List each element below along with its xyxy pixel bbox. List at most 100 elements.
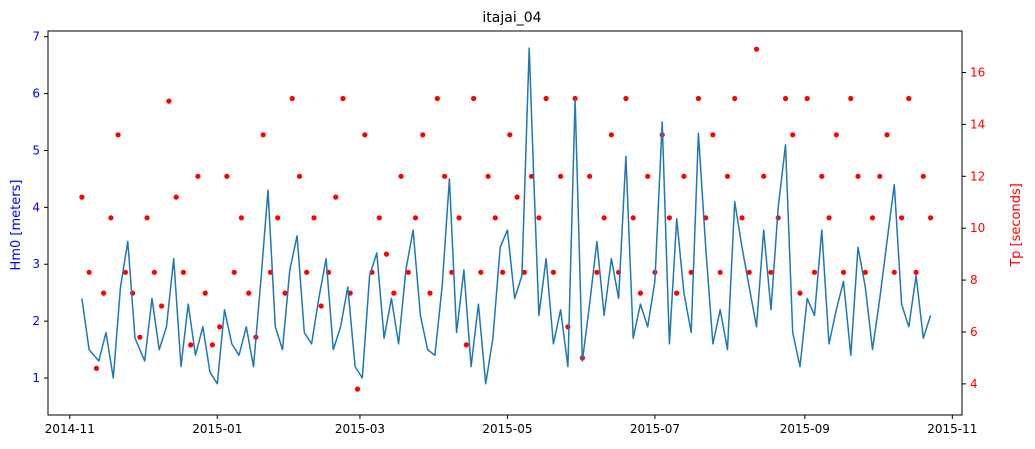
tp-point xyxy=(376,215,382,221)
tp-point xyxy=(463,342,469,348)
tp-point xyxy=(485,173,491,179)
tp-point xyxy=(724,173,731,179)
x-tick-label: 2015-01 xyxy=(192,422,242,436)
tp-point xyxy=(899,215,905,221)
tp-point xyxy=(826,215,832,221)
tp-point xyxy=(492,215,498,221)
tp-point xyxy=(790,132,796,138)
x-tick-label: 2014-11 xyxy=(45,422,95,436)
tp-point xyxy=(296,173,303,179)
tp-point xyxy=(761,173,767,179)
y-left-tick-label: 3 xyxy=(32,257,40,271)
tp-point xyxy=(231,269,237,275)
chart-title: itajai_04 xyxy=(482,10,541,26)
tp-point xyxy=(93,365,99,371)
tp-point xyxy=(122,269,128,275)
tp-point xyxy=(848,95,854,102)
tp-point xyxy=(217,324,223,330)
tp-point xyxy=(811,269,818,275)
tp-point xyxy=(86,269,92,275)
tp-point xyxy=(383,251,390,257)
tp-point xyxy=(282,290,288,296)
tp-point xyxy=(623,95,629,102)
tp-point xyxy=(173,194,179,200)
tp-point xyxy=(304,269,310,275)
tp-series xyxy=(79,46,934,392)
tp-point xyxy=(362,132,368,138)
tp-point xyxy=(202,290,208,296)
tp-point xyxy=(906,95,912,102)
tp-point xyxy=(536,215,542,221)
tp-point xyxy=(913,269,919,275)
tp-point xyxy=(151,269,157,275)
y-left-tick-label: 1 xyxy=(32,371,40,385)
y-left-tick-label: 2 xyxy=(32,314,40,328)
tp-point xyxy=(507,132,513,138)
y-right-tick-label: 16 xyxy=(970,66,985,80)
tp-point xyxy=(238,215,244,221)
x-axis: 2014-11 2015-01 2015-03 2015-05 2015-07 2015-… xyxy=(45,415,977,436)
tp-point xyxy=(195,173,201,179)
tp-point xyxy=(354,386,361,392)
tp-point xyxy=(79,194,85,200)
tp-point xyxy=(246,290,252,296)
y-right-tick-label: 4 xyxy=(970,377,978,391)
tp-point xyxy=(166,98,172,104)
tp-point xyxy=(115,132,121,138)
tp-point xyxy=(833,132,839,138)
tp-point xyxy=(391,290,397,296)
tp-point xyxy=(666,215,673,221)
tp-point xyxy=(333,194,339,200)
tp-point xyxy=(311,215,317,221)
x-tick-label: 2015-03 xyxy=(335,422,385,436)
plot-area xyxy=(79,46,934,392)
tp-point xyxy=(804,95,810,102)
tp-point xyxy=(855,173,861,179)
tp-point xyxy=(572,95,578,102)
tp-point xyxy=(478,269,484,275)
tp-point xyxy=(521,269,527,275)
tp-point xyxy=(753,46,760,52)
y-left-tick-label: 4 xyxy=(32,200,40,214)
y-right-tick-label: 14 xyxy=(970,117,985,131)
tp-point xyxy=(674,290,680,296)
tp-point xyxy=(405,269,411,275)
tp-point xyxy=(144,215,150,221)
y-axis-left: 1 2 3 4 5 6 7 xyxy=(32,30,48,385)
tp-point xyxy=(412,215,419,221)
tp-point xyxy=(543,95,549,102)
tp-point xyxy=(137,334,143,340)
hm0-series-line xyxy=(81,47,932,385)
tp-point xyxy=(500,269,506,275)
tp-point xyxy=(514,194,520,200)
tp-point xyxy=(608,132,615,138)
tp-point xyxy=(101,290,107,296)
tp-point xyxy=(695,95,702,102)
tp-point xyxy=(260,132,266,138)
y-left-tick-label: 5 xyxy=(32,143,40,157)
tp-point xyxy=(884,132,890,138)
tp-point xyxy=(180,269,186,275)
tp-point xyxy=(456,215,462,221)
tp-point xyxy=(630,215,636,221)
tp-point xyxy=(688,269,694,275)
y-left-tick-label: 6 xyxy=(32,87,40,101)
tp-point xyxy=(209,342,215,348)
tp-point xyxy=(442,173,448,179)
y-axis-right-label: Tp [seconds] xyxy=(1009,183,1024,268)
tp-point xyxy=(645,173,651,179)
tp-point xyxy=(920,173,926,179)
y-left-tick-label: 7 xyxy=(32,30,40,44)
tp-point xyxy=(746,269,752,275)
tp-point xyxy=(159,303,165,309)
tp-point xyxy=(275,215,281,221)
tp-point xyxy=(732,95,738,102)
tp-point xyxy=(819,173,825,179)
tp-point xyxy=(318,303,324,309)
tp-point xyxy=(710,132,716,138)
tp-point xyxy=(434,95,440,102)
tp-point xyxy=(398,173,404,179)
tp-point xyxy=(637,290,644,296)
tp-point xyxy=(681,173,687,179)
